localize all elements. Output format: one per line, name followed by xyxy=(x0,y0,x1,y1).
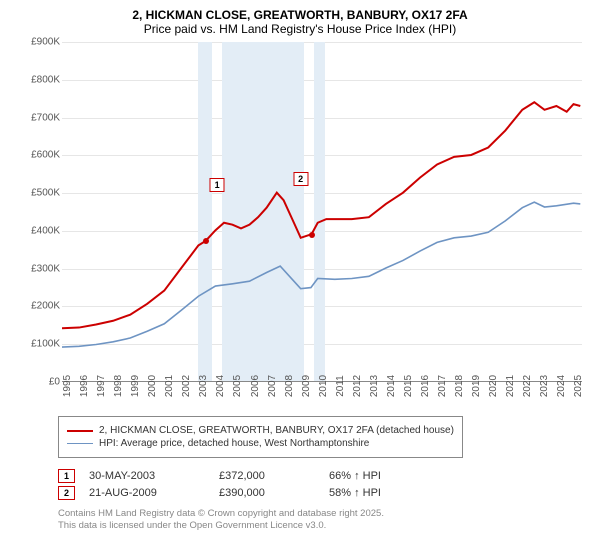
x-tick-label: 1999 xyxy=(130,375,141,397)
y-tick-label: £900K xyxy=(31,37,60,48)
sale-hpi-change: 58% ↑ HPI xyxy=(329,487,439,499)
legend-swatch xyxy=(67,430,93,432)
x-tick-label: 2000 xyxy=(147,375,158,397)
footer-line-2: This data is licensed under the Open Gov… xyxy=(58,520,588,532)
x-tick-label: 2023 xyxy=(539,375,550,397)
x-tick-label: 2009 xyxy=(301,375,312,397)
plot-area: 12 xyxy=(62,42,582,382)
x-tick-label: 2002 xyxy=(181,375,192,397)
y-tick-label: £500K xyxy=(31,188,60,199)
sale-marker xyxy=(203,238,209,244)
chart-subtitle: Price paid vs. HM Land Registry's House … xyxy=(12,22,588,36)
sale-price: £372,000 xyxy=(219,470,329,482)
y-tick-label: £200K xyxy=(31,301,60,312)
x-tick-label: 2003 xyxy=(198,375,209,397)
x-tick-label: 2018 xyxy=(454,375,465,397)
legend-label: HPI: Average price, detached house, West… xyxy=(99,438,369,449)
x-tick-label: 2012 xyxy=(352,375,363,397)
y-tick-label: £400K xyxy=(31,225,60,236)
x-tick-label: 2004 xyxy=(215,375,226,397)
y-tick-label: £600K xyxy=(31,150,60,161)
x-tick-label: 2019 xyxy=(471,375,482,397)
x-tick-label: 2016 xyxy=(420,375,431,397)
y-tick-label: £800K xyxy=(31,74,60,85)
sale-price: £390,000 xyxy=(219,487,329,499)
legend: 2, HICKMAN CLOSE, GREATWORTH, BANBURY, O… xyxy=(58,416,463,458)
x-tick-label: 2008 xyxy=(284,375,295,397)
x-tick-label: 2007 xyxy=(267,375,278,397)
x-axis: 1995199619971998199920002001200220032004… xyxy=(62,382,582,412)
x-tick-label: 2021 xyxy=(505,375,516,397)
sale-row: 1 30-MAY-2003£372,00066% ↑ HPI xyxy=(58,469,588,483)
y-tick-label: £100K xyxy=(31,339,60,350)
sales-list: 1 30-MAY-2003£372,00066% ↑ HPI 2 21-AUG-200… xyxy=(58,469,588,500)
x-tick-label: 1997 xyxy=(96,375,107,397)
x-tick-label: 2025 xyxy=(573,375,584,397)
sale-date: 21-AUG-2009 xyxy=(89,487,219,499)
legend-item: 2, HICKMAN CLOSE, GREATWORTH, BANBURY, O… xyxy=(67,425,454,436)
x-tick-label: 2020 xyxy=(488,375,499,397)
y-tick-label: £700K xyxy=(31,112,60,123)
x-tick-label: 2010 xyxy=(318,375,329,397)
x-tick-label: 2024 xyxy=(556,375,567,397)
x-tick-label: 1998 xyxy=(113,375,124,397)
x-tick-label: 1995 xyxy=(62,375,73,397)
series-hpi xyxy=(62,202,580,347)
legend-label: 2, HICKMAN CLOSE, GREATWORTH, BANBURY, O… xyxy=(99,425,454,436)
y-tick-label: £0 xyxy=(49,377,60,388)
x-tick-label: 2013 xyxy=(369,375,380,397)
x-tick-label: 2015 xyxy=(403,375,414,397)
sale-callout: 1 xyxy=(210,178,225,192)
y-axis: £0£100K£200K£300K£400K£500K£600K£700K£80… xyxy=(12,42,62,382)
legend-item: HPI: Average price, detached house, West… xyxy=(67,438,454,449)
sale-number-badge: 1 xyxy=(58,469,75,483)
sale-callout: 2 xyxy=(293,172,308,186)
sale-row: 2 21-AUG-2009£390,00058% ↑ HPI xyxy=(58,486,588,500)
sale-marker xyxy=(309,232,315,238)
legend-swatch xyxy=(67,443,93,444)
chart-lines xyxy=(62,42,582,381)
chart-container: 2, HICKMAN CLOSE, GREATWORTH, BANBURY, O… xyxy=(0,0,600,560)
x-tick-label: 2017 xyxy=(437,375,448,397)
footer-credits: Contains HM Land Registry data © Crown c… xyxy=(58,508,588,533)
x-tick-label: 2005 xyxy=(232,375,243,397)
x-tick-label: 2006 xyxy=(250,375,261,397)
sale-date: 30-MAY-2003 xyxy=(89,470,219,482)
x-tick-label: 2001 xyxy=(164,375,175,397)
x-tick-label: 1996 xyxy=(79,375,90,397)
x-tick-label: 2011 xyxy=(335,375,346,397)
chart-area: £0 £100K £200K £300K £400K £500K £600K £700K £80… xyxy=(12,42,588,412)
chart-title: 2, HICKMAN CLOSE, GREATWORTH, BANBURY, O… xyxy=(12,8,588,22)
y-tick-label: £300K xyxy=(31,263,60,274)
footer-line-1: Contains HM Land Registry data © Crown c… xyxy=(58,508,588,520)
x-tick-label: 2014 xyxy=(386,375,397,397)
sale-number-badge: 2 xyxy=(58,486,75,500)
sale-hpi-change: 66% ↑ HPI xyxy=(329,470,439,482)
series-price_paid xyxy=(62,102,580,328)
x-tick-label: 2022 xyxy=(522,375,533,397)
